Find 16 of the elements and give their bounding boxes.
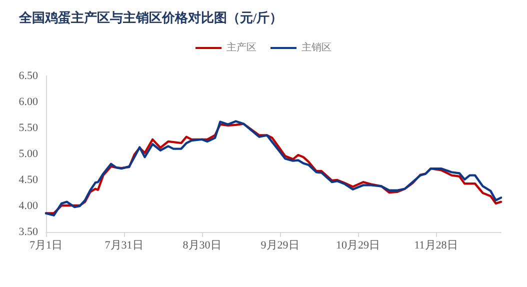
x-tick-label: 7月1日: [30, 240, 62, 252]
x-tick-label: 9月29日: [260, 240, 300, 252]
x-tick-label: 8月30日: [182, 240, 222, 252]
y-tick-label: 6.00: [18, 96, 38, 108]
x-tick-label: 11月28日: [414, 240, 458, 252]
chart-title: 全国鸡蛋主产区与主销区价格对比图（元/斤）: [18, 10, 283, 25]
y-tick-label: 4.50: [18, 174, 38, 186]
y-tick-label: 5.00: [18, 148, 38, 160]
x-tick-label: 10月29日: [336, 240, 380, 252]
legend-label: 主产区: [226, 42, 256, 54]
y-tick-label: 4.00: [18, 200, 38, 212]
y-tick-label: 3.50: [18, 226, 38, 238]
legend-label: 主销区: [302, 42, 332, 54]
y-tick-label: 5.50: [18, 122, 38, 134]
x-tick-label: 7月31日: [104, 240, 144, 252]
y-tick-label: 6.50: [18, 70, 38, 82]
